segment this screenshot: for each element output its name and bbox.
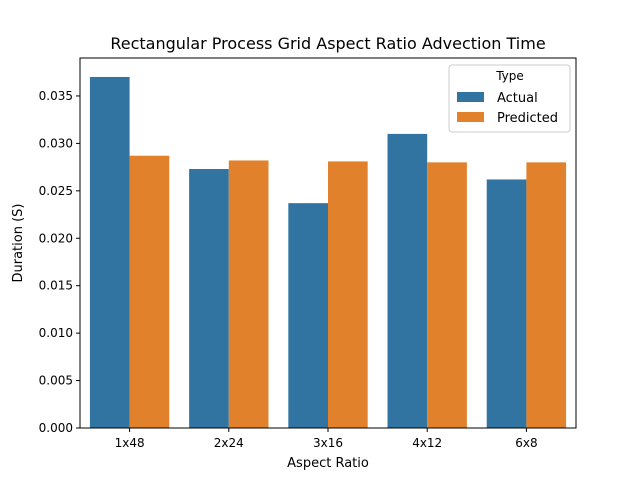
legend: Type Actual Predicted [448,64,571,133]
x-tick-label: 4x12 [412,436,442,450]
y-tick-label: 0.015 [39,279,73,293]
bar-predicted-4x12 [427,162,467,428]
bar-predicted-6x8 [526,162,567,428]
legend-label-actual: Actual [497,91,538,106]
x-axis-label: Aspect Ratio [287,456,369,471]
legend-swatch-predicted [457,112,484,122]
x-tick-label: 3x16 [313,436,343,450]
bar-actual-4x12 [387,133,428,428]
x-tick-label: 1x48 [115,436,145,450]
bar-actual-6x8 [486,179,527,428]
y-tick-label: 0.005 [39,374,73,388]
bar-predicted-2x24 [228,160,269,428]
plot-area-frame [79,57,577,429]
y-tick-label: 0.000 [39,421,73,435]
y-tick-label: 0.020 [39,231,73,245]
legend-title: Type [495,69,524,83]
bar-predicted-3x16 [328,161,368,428]
bar-actual-1x48 [89,76,130,428]
x-axis: 1x48 2x24 3x16 4x12 6x8 [115,428,538,450]
x-tick-label: 2x24 [214,436,244,450]
y-tick-label: 0.010 [39,326,73,340]
bar-actual-2x24 [189,169,229,428]
y-tick-label: 0.030 [39,136,73,150]
bar-actual-3x16 [288,203,328,428]
y-axis-label: Duration (S) [11,204,26,283]
y-tick-label: 0.035 [39,89,73,103]
y-tick-label: 0.025 [39,184,73,198]
bar-predicted-1x48 [129,155,170,428]
bars-group [89,76,567,428]
legend-label-predicted: Predicted [497,111,558,126]
y-axis: 0.000 0.005 0.010 0.015 0.020 0.025 0.030 0.035 [39,89,80,435]
x-tick-label: 6x8 [515,436,537,450]
legend-swatch-actual [457,92,484,102]
chart-title: Rectangular Process Grid Aspect Ratio Ad… [110,34,545,53]
